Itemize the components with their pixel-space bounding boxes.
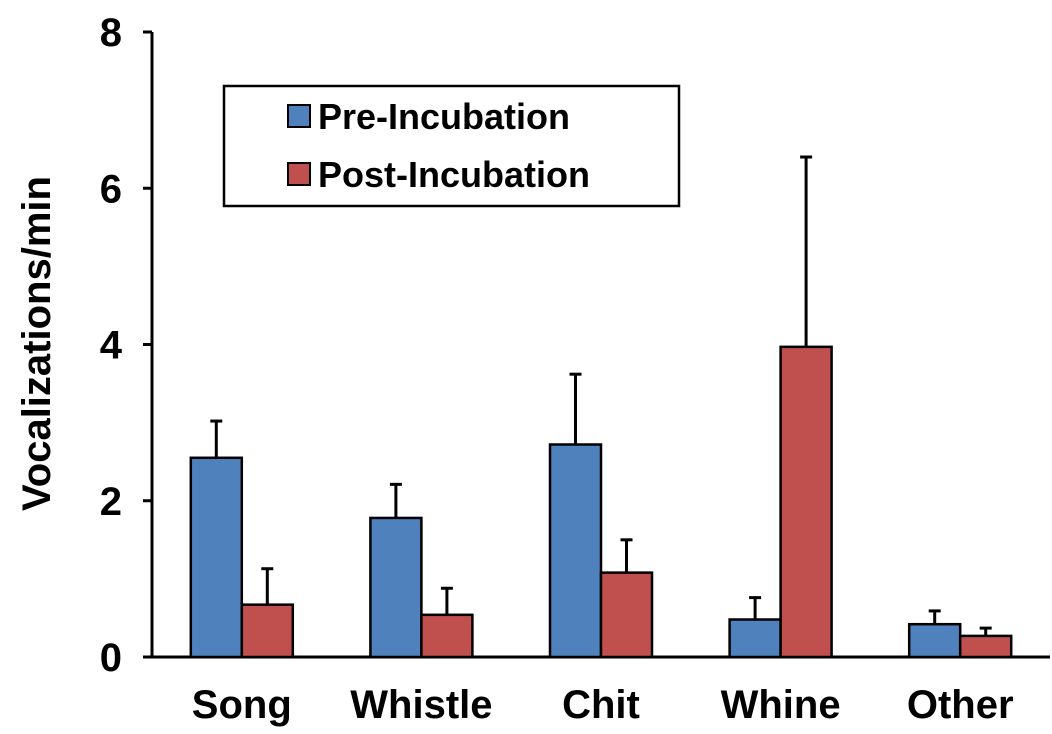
bar-pre-incubation-whine — [728, 618, 782, 659]
x-category-label: Song — [192, 683, 292, 727]
x-category-label: Chit — [562, 683, 640, 727]
y-axis-title: Vocalizations/min — [15, 176, 59, 511]
bar-post-incubation-whine — [779, 345, 833, 659]
bar-post-incubation-chit — [599, 571, 654, 659]
x-category-label: Other — [907, 683, 1014, 727]
labels: 0 2 4 6 8 Vocalizations/min Song Whistle Chit Whi… — [15, 11, 1014, 727]
legend-swatch — [287, 162, 311, 186]
x-category-label: Whine — [721, 683, 841, 727]
y-tick-label: 4 — [100, 324, 123, 368]
error-bars — [210, 155, 992, 636]
legend-swatch — [287, 104, 311, 128]
legend: Pre-Incubation Post-Incubation — [222, 84, 681, 208]
bar-post-incubation-other — [958, 634, 1013, 659]
legend-label: Pre-Incubation — [318, 96, 570, 137]
bar-pre-incubation-song — [189, 456, 244, 659]
y-tick-label: 2 — [100, 480, 122, 524]
bars — [189, 345, 1013, 659]
bar-post-incubation-whistle — [420, 613, 474, 659]
x-category-label: Whistle — [350, 683, 492, 727]
bar-post-incubation-song — [240, 603, 295, 659]
bar-pre-incubation-chit — [548, 443, 603, 659]
bar-pre-incubation-other — [907, 622, 962, 659]
bar-pre-incubation-whistle — [369, 516, 423, 659]
y-tick-label: 0 — [100, 636, 122, 680]
y-tick-label: 8 — [100, 11, 122, 55]
y-tick-label: 6 — [100, 167, 122, 211]
legend-label: Post-Incubation — [318, 154, 590, 195]
